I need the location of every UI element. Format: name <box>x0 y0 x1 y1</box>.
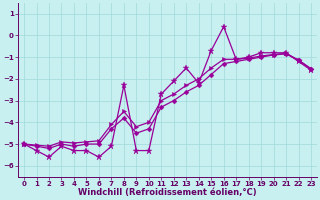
X-axis label: Windchill (Refroidissement éolien,°C): Windchill (Refroidissement éolien,°C) <box>78 188 257 197</box>
